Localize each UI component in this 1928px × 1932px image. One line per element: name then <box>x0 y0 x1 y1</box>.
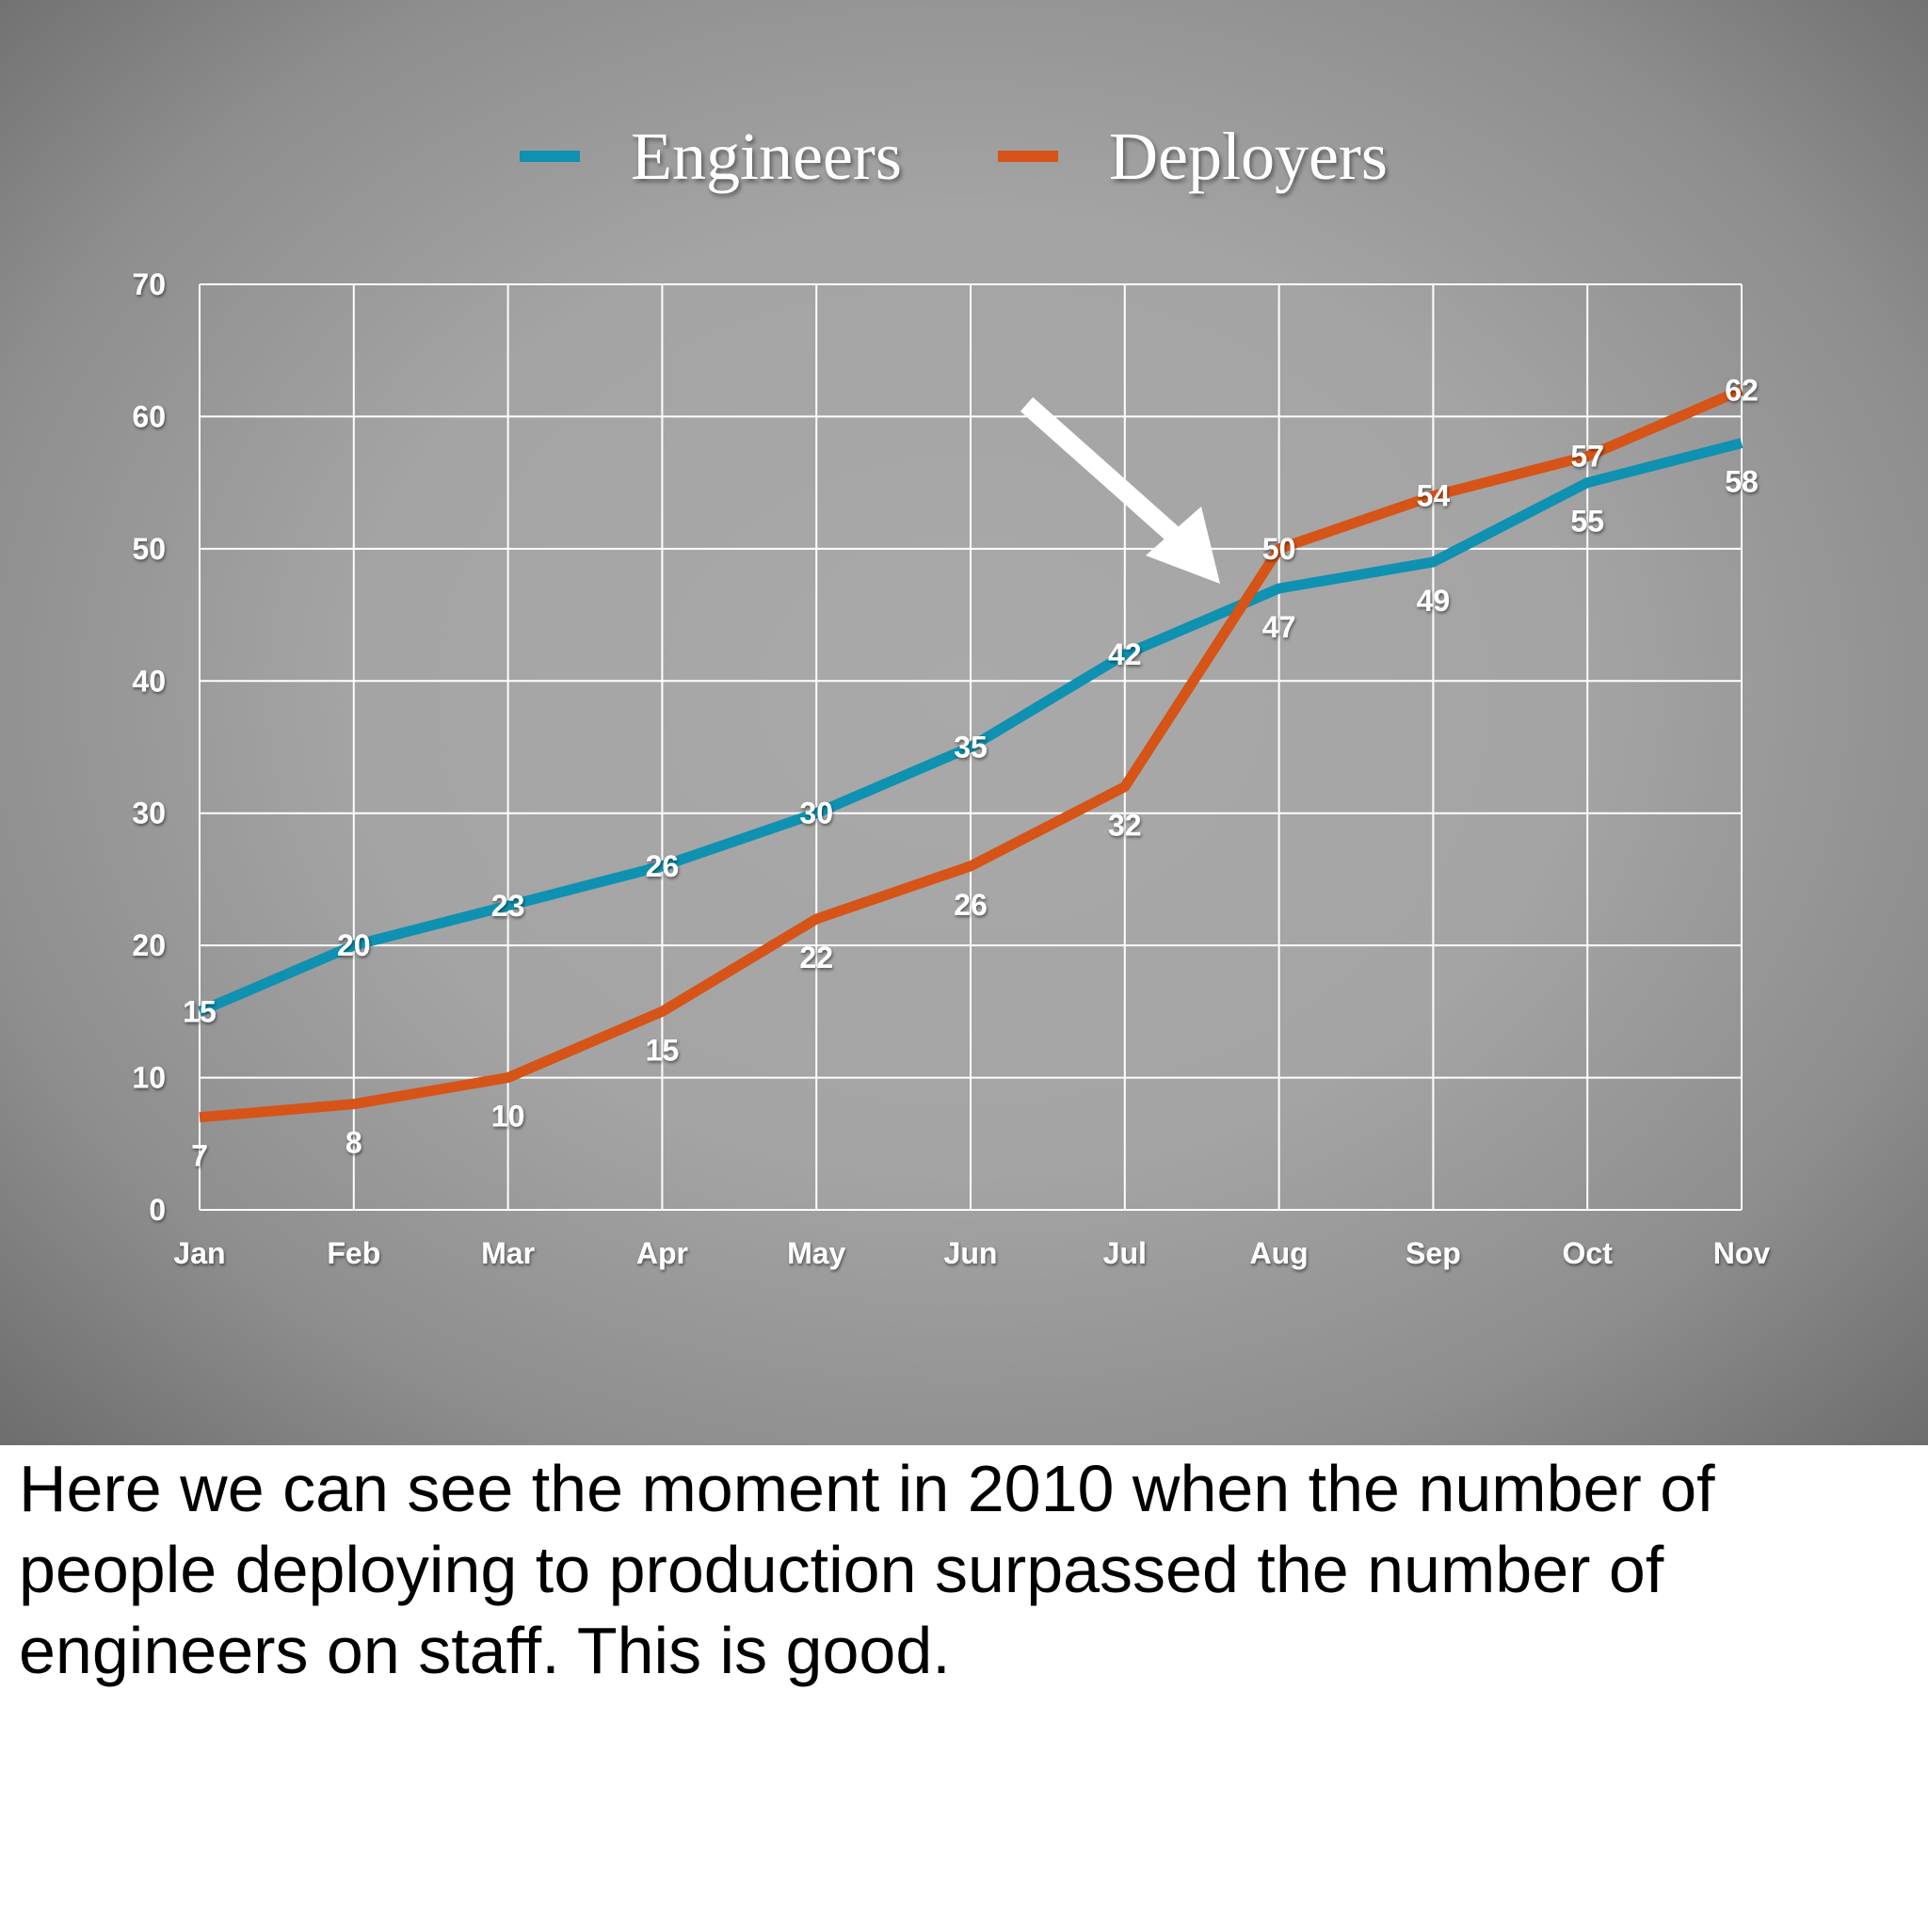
data-label-engineers: 49 <box>1417 584 1451 618</box>
data-label-deployers: 62 <box>1725 373 1759 407</box>
crossover-arrow <box>1020 396 1220 584</box>
series-line-engineers <box>197 438 1743 1017</box>
data-label-engineers: 47 <box>1262 610 1296 644</box>
legend-swatch-deployers <box>998 151 1058 162</box>
data-labels: 15 20 23 26 30 35 42 47 49 55 58 7 8 10 15 22 26 32 50 54 57… <box>183 373 1759 1172</box>
data-label-engineers: 55 <box>1570 505 1604 539</box>
data-label-deployers: 54 <box>1417 479 1451 513</box>
data-label-deployers: 8 <box>345 1126 362 1160</box>
data-label-engineers: 20 <box>337 928 371 962</box>
legend-swatch-engineers <box>520 151 580 162</box>
legend: Engineers Deployers <box>520 119 1388 194</box>
x-axis: Jan Feb Mar Apr May Jun Jul Aug Sep Oct Nov <box>173 1236 1770 1270</box>
y-tick-label: 40 <box>132 664 166 698</box>
data-label-engineers: 30 <box>799 797 833 830</box>
line-chart: Engineers Deployers 0 10 20 30 40 50 60 70 Jan Fe… <box>132 119 1770 1270</box>
y-tick-label: 70 <box>132 267 166 301</box>
x-tick-label: Aug <box>1249 1236 1308 1270</box>
x-tick-label: Jul <box>1103 1236 1147 1270</box>
data-label-deployers: 50 <box>1262 532 1296 566</box>
data-label-engineers: 58 <box>1725 465 1759 499</box>
chart-slide: Engineers Deployers 0 10 20 30 40 50 60 70 Jan Fe… <box>0 0 1928 1445</box>
x-tick-label: Nov <box>1713 1236 1771 1270</box>
y-tick-label: 30 <box>132 797 166 830</box>
x-tick-label: Apr <box>636 1236 688 1270</box>
slide-caption: Here we can see the moment in 2010 when … <box>19 1452 1715 1687</box>
y-axis: 0 10 20 30 40 50 60 70 <box>132 267 166 1227</box>
data-label-engineers: 42 <box>1108 637 1142 671</box>
data-label-deployers: 32 <box>1108 809 1142 843</box>
y-tick-label: 20 <box>132 928 166 962</box>
y-tick-label: 60 <box>132 399 166 433</box>
data-label-engineers: 26 <box>646 849 680 883</box>
data-label-engineers: 35 <box>954 731 988 765</box>
series-lines <box>197 385 1744 1123</box>
data-label-deployers: 10 <box>491 1100 525 1134</box>
data-label-deployers: 26 <box>954 888 988 922</box>
x-tick-label: May <box>787 1236 845 1270</box>
data-label-deployers: 15 <box>646 1033 680 1067</box>
x-tick-label: Jan <box>173 1236 225 1270</box>
arrow-head <box>1146 507 1220 584</box>
x-tick-label: Mar <box>481 1236 535 1270</box>
x-tick-label: Oct <box>1563 1236 1614 1270</box>
legend-label-deployers: Deployers <box>1109 119 1388 194</box>
y-tick-label: 10 <box>132 1061 166 1095</box>
data-label-deployers: 7 <box>191 1139 208 1173</box>
y-tick-label: 0 <box>149 1193 166 1227</box>
x-tick-label: Jun <box>944 1236 998 1270</box>
data-label-engineers: 23 <box>491 889 525 923</box>
data-label-deployers: 22 <box>799 941 833 974</box>
x-tick-label: Sep <box>1406 1236 1461 1270</box>
x-tick-label: Feb <box>327 1236 380 1270</box>
data-label-deployers: 57 <box>1570 440 1604 474</box>
legend-label-engineers: Engineers <box>631 119 902 194</box>
data-label-engineers: 15 <box>183 994 217 1028</box>
series-line-deployers <box>199 385 1744 1123</box>
y-tick-label: 50 <box>132 532 166 566</box>
arrow-shaft <box>1020 396 1200 560</box>
